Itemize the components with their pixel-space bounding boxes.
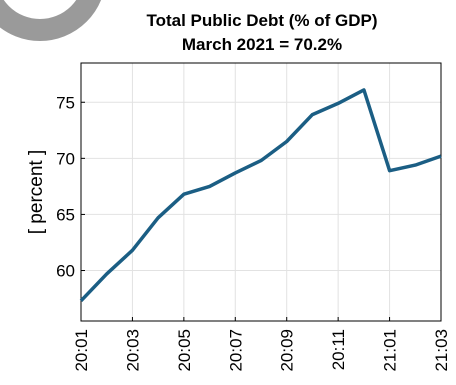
chart-subtitle: March 2021 = 70.2%	[182, 35, 342, 54]
x-tick-label: 20:03	[123, 329, 142, 372]
corner-arc	[0, 0, 102, 41]
y-axis-label: [ percent ]	[26, 150, 47, 235]
series	[79, 88, 442, 303]
grid	[80, 63, 442, 321]
x-tick-label: 21:03	[432, 329, 451, 372]
y-tick-label: 70	[56, 149, 75, 168]
tick-labels: 20:01 20:03 20:05 20:07 20:09 20:11 21:01 21:03…	[56, 93, 451, 371]
axes	[80, 62, 442, 322]
y-tick-label: 75	[56, 93, 75, 112]
plot-frame	[80, 62, 442, 322]
x-tick-label: 20:07	[226, 329, 245, 372]
y-tick-label: 65	[56, 205, 75, 224]
corner-logo	[0, 0, 102, 41]
x-tick-label: 20:05	[175, 329, 194, 372]
y-tick-label: 60	[56, 262, 75, 281]
chart-title: Total Public Debt (% of GDP)	[146, 11, 377, 30]
x-tick-label: 20:01	[72, 329, 91, 372]
x-tick-label: 20:11	[329, 329, 348, 370]
x-tick-label: 21:01	[381, 329, 400, 372]
x-tick-label: 20:09	[278, 329, 297, 372]
series-line	[79, 88, 442, 303]
